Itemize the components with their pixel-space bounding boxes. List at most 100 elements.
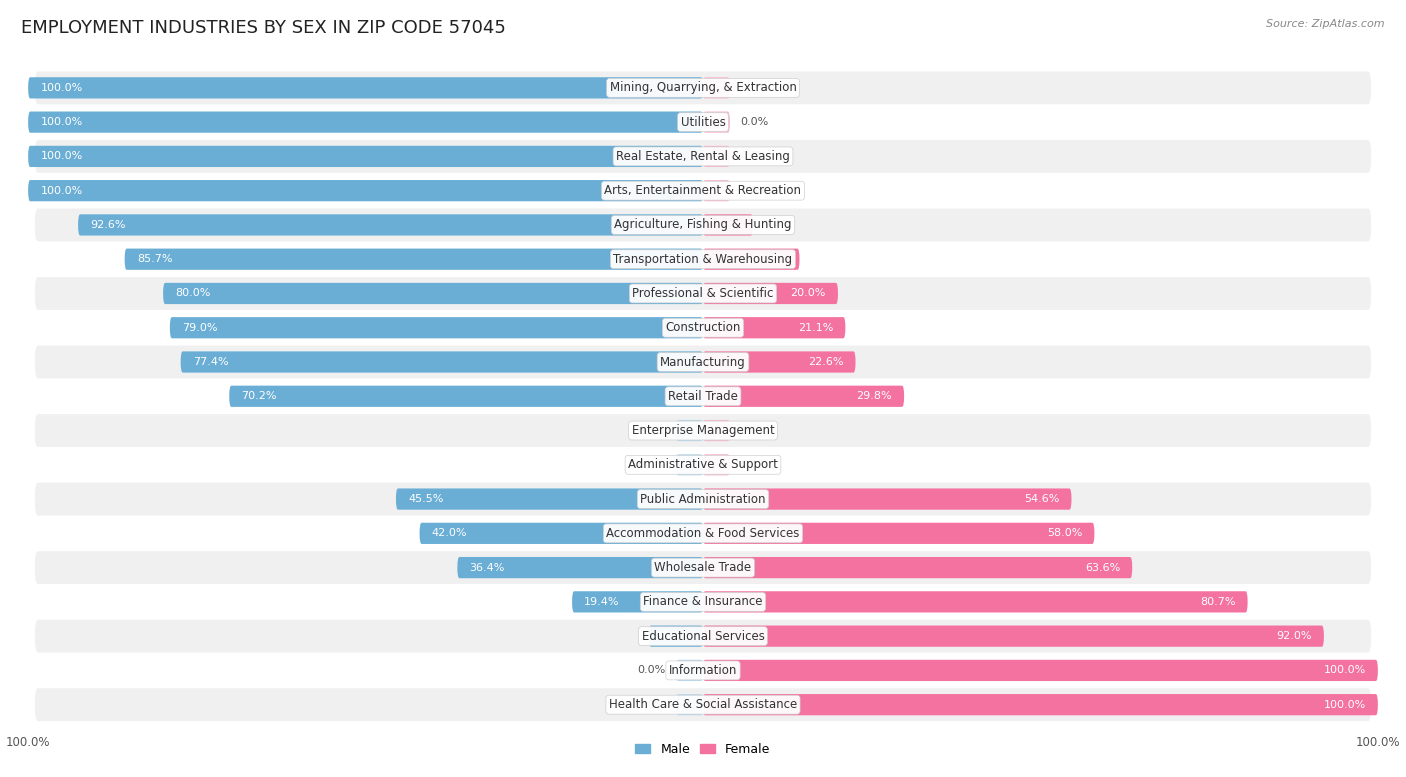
- FancyBboxPatch shape: [676, 660, 703, 681]
- Text: 100.0%: 100.0%: [1323, 699, 1365, 709]
- Text: 63.6%: 63.6%: [1085, 563, 1121, 573]
- FancyBboxPatch shape: [676, 455, 703, 476]
- Text: Arts, Entertainment & Recreation: Arts, Entertainment & Recreation: [605, 184, 801, 197]
- Text: Retail Trade: Retail Trade: [668, 390, 738, 402]
- FancyBboxPatch shape: [35, 483, 1371, 515]
- FancyBboxPatch shape: [35, 414, 1371, 447]
- Text: 100.0%: 100.0%: [41, 83, 83, 93]
- FancyBboxPatch shape: [35, 654, 1371, 687]
- FancyBboxPatch shape: [28, 146, 703, 167]
- Text: 45.5%: 45.5%: [408, 494, 443, 504]
- Text: 0.0%: 0.0%: [638, 426, 666, 436]
- Text: Accommodation & Food Services: Accommodation & Food Services: [606, 527, 800, 540]
- FancyBboxPatch shape: [35, 140, 1371, 172]
- Text: Agriculture, Fishing & Hunting: Agriculture, Fishing & Hunting: [614, 218, 792, 232]
- FancyBboxPatch shape: [703, 523, 1094, 544]
- FancyBboxPatch shape: [703, 420, 730, 441]
- FancyBboxPatch shape: [703, 660, 1378, 681]
- Text: 0.0%: 0.0%: [638, 665, 666, 675]
- FancyBboxPatch shape: [35, 174, 1371, 207]
- Text: Manufacturing: Manufacturing: [661, 356, 745, 368]
- FancyBboxPatch shape: [572, 591, 703, 612]
- Text: Wholesale Trade: Wholesale Trade: [654, 561, 752, 574]
- Text: 0.0%: 0.0%: [740, 186, 768, 196]
- FancyBboxPatch shape: [703, 694, 1378, 716]
- FancyBboxPatch shape: [229, 385, 703, 407]
- Text: 8.0%: 8.0%: [661, 631, 689, 641]
- FancyBboxPatch shape: [35, 312, 1371, 344]
- FancyBboxPatch shape: [35, 688, 1371, 721]
- FancyBboxPatch shape: [703, 317, 845, 338]
- FancyBboxPatch shape: [703, 112, 730, 133]
- FancyBboxPatch shape: [35, 517, 1371, 550]
- FancyBboxPatch shape: [35, 448, 1371, 481]
- FancyBboxPatch shape: [170, 317, 703, 338]
- Text: 19.4%: 19.4%: [585, 597, 620, 607]
- FancyBboxPatch shape: [396, 489, 703, 510]
- Text: Mining, Quarrying, & Extraction: Mining, Quarrying, & Extraction: [610, 82, 796, 94]
- FancyBboxPatch shape: [703, 77, 730, 99]
- FancyBboxPatch shape: [703, 591, 1247, 612]
- FancyBboxPatch shape: [419, 523, 703, 544]
- FancyBboxPatch shape: [35, 380, 1371, 413]
- FancyBboxPatch shape: [703, 283, 838, 304]
- Text: 21.1%: 21.1%: [797, 322, 834, 333]
- Text: 0.0%: 0.0%: [740, 426, 768, 436]
- Text: Enterprise Management: Enterprise Management: [631, 424, 775, 437]
- Text: 0.0%: 0.0%: [740, 117, 768, 127]
- Text: Public Administration: Public Administration: [640, 493, 766, 506]
- FancyBboxPatch shape: [163, 283, 703, 304]
- FancyBboxPatch shape: [35, 346, 1371, 378]
- Text: Construction: Construction: [665, 321, 741, 334]
- FancyBboxPatch shape: [125, 249, 703, 270]
- FancyBboxPatch shape: [35, 585, 1371, 618]
- Text: 22.6%: 22.6%: [808, 357, 844, 367]
- FancyBboxPatch shape: [28, 77, 703, 99]
- FancyBboxPatch shape: [703, 489, 1071, 510]
- FancyBboxPatch shape: [35, 277, 1371, 310]
- Text: 29.8%: 29.8%: [856, 392, 891, 401]
- Text: 70.2%: 70.2%: [242, 392, 277, 401]
- Text: 100.0%: 100.0%: [41, 152, 83, 162]
- Text: 0.0%: 0.0%: [638, 699, 666, 709]
- Text: 0.0%: 0.0%: [740, 83, 768, 93]
- FancyBboxPatch shape: [457, 557, 703, 578]
- Text: EMPLOYMENT INDUSTRIES BY SEX IN ZIP CODE 57045: EMPLOYMENT INDUSTRIES BY SEX IN ZIP CODE…: [21, 19, 506, 37]
- Text: 0.0%: 0.0%: [740, 460, 768, 470]
- Text: Professional & Scientific: Professional & Scientific: [633, 287, 773, 300]
- FancyBboxPatch shape: [703, 214, 754, 235]
- Text: 92.6%: 92.6%: [90, 220, 125, 230]
- FancyBboxPatch shape: [28, 180, 703, 201]
- Text: 85.7%: 85.7%: [136, 254, 173, 264]
- FancyBboxPatch shape: [35, 71, 1371, 104]
- Text: Health Care & Social Assistance: Health Care & Social Assistance: [609, 699, 797, 711]
- Text: Finance & Insurance: Finance & Insurance: [644, 595, 762, 608]
- FancyBboxPatch shape: [35, 106, 1371, 138]
- FancyBboxPatch shape: [676, 420, 703, 441]
- Text: 79.0%: 79.0%: [181, 322, 218, 333]
- FancyBboxPatch shape: [703, 455, 730, 476]
- Text: Source: ZipAtlas.com: Source: ZipAtlas.com: [1267, 19, 1385, 30]
- Text: 92.0%: 92.0%: [1277, 631, 1312, 641]
- FancyBboxPatch shape: [35, 620, 1371, 653]
- FancyBboxPatch shape: [79, 214, 703, 235]
- Text: Transportation & Warehousing: Transportation & Warehousing: [613, 253, 793, 266]
- Text: Administrative & Support: Administrative & Support: [628, 458, 778, 472]
- Text: 58.0%: 58.0%: [1047, 528, 1083, 538]
- Text: 54.6%: 54.6%: [1024, 494, 1059, 504]
- Text: Real Estate, Rental & Leasing: Real Estate, Rental & Leasing: [616, 150, 790, 163]
- FancyBboxPatch shape: [180, 351, 703, 373]
- Text: 20.0%: 20.0%: [790, 288, 825, 298]
- Text: 100.0%: 100.0%: [41, 186, 83, 196]
- FancyBboxPatch shape: [35, 208, 1371, 242]
- FancyBboxPatch shape: [703, 625, 1324, 646]
- FancyBboxPatch shape: [28, 112, 703, 133]
- FancyBboxPatch shape: [703, 385, 904, 407]
- Text: 0.0%: 0.0%: [638, 460, 666, 470]
- FancyBboxPatch shape: [676, 694, 703, 716]
- Text: 80.0%: 80.0%: [176, 288, 211, 298]
- Text: 100.0%: 100.0%: [41, 117, 83, 127]
- Text: Educational Services: Educational Services: [641, 629, 765, 643]
- Text: 42.0%: 42.0%: [432, 528, 467, 538]
- Text: 100.0%: 100.0%: [1323, 665, 1365, 675]
